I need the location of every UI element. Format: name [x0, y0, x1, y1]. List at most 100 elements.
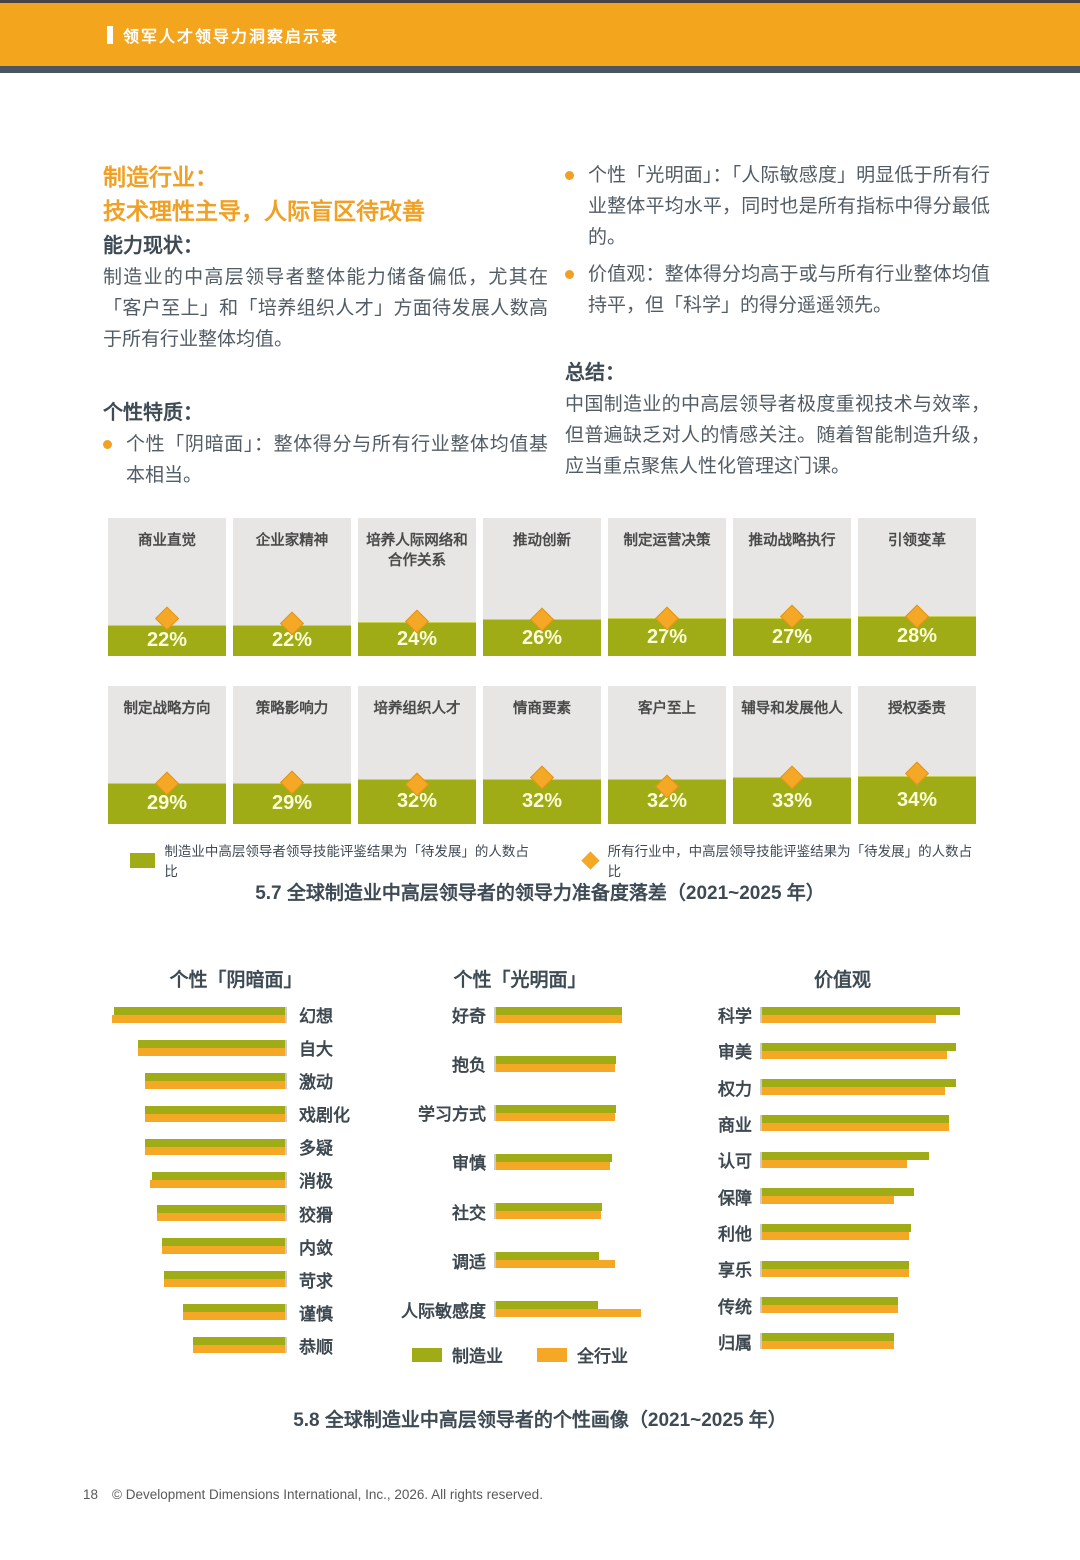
manufacturing-bar — [496, 1104, 617, 1113]
bullet-dot-icon — [565, 171, 574, 180]
legend-item-all-industry: 所有行业中，中高层领导技能评鉴结果为「待发展」的人数占比 — [581, 840, 976, 880]
all-industry-bar — [496, 1211, 601, 1220]
bar-pair — [760, 1006, 985, 1023]
bar-row: 自大 — [112, 1035, 360, 1060]
bullet-text: 个性「阴暗面」：整体得分与所有行业整体均值基本相当。 — [126, 434, 548, 486]
category-label: 狡猾 — [299, 1205, 333, 1225]
legend-item-manufacturing: 制造业 — [412, 1342, 503, 1367]
orange-diamond-icon — [581, 850, 600, 870]
percentage-value: 22% — [146, 629, 188, 652]
manufacturing-bar — [762, 1151, 930, 1160]
bullet-dot-icon — [103, 440, 112, 449]
bullet-item: 价值观：整体得分均高于或与所有行业整体均值持平，但「科学」的得分遥遥领先。 — [565, 259, 990, 321]
legend-label: 所有行业中，中高层领导技能评鉴结果为「待发展」的人数占比 — [607, 844, 973, 879]
legend-item-all-industry: 全行业 — [537, 1342, 628, 1367]
percentage-value: 28% — [896, 625, 938, 648]
header-divider — [0, 66, 1080, 73]
manufacturing-bar — [144, 1105, 285, 1114]
orange-square-icon — [537, 1347, 567, 1362]
competency-label: 培养人际网络和合作关系 — [366, 533, 468, 569]
figure-5-7-caption: 5.7 全球制造业中高层领导者的领导力准备度落差（2021~2025 年） — [255, 883, 825, 904]
readiness-card: 培养人际网络和合作关系 24% — [358, 518, 476, 656]
bar-row: 利他 — [700, 1220, 985, 1245]
competency-label: 授权委责 — [888, 701, 946, 717]
all-industry-bar — [156, 1213, 285, 1222]
readiness-card: 推动创新 26% — [483, 518, 601, 656]
manufacturing-bar — [496, 1153, 612, 1162]
bar-row: 谨慎 — [112, 1300, 360, 1325]
category-label: 恭顺 — [299, 1337, 333, 1357]
all-industry-bar — [496, 1309, 641, 1318]
bullet-text: 价值观：整体得分均高于或与所有行业整体均值持平，但「科学」的得分遥遥领先。 — [588, 264, 990, 316]
readiness-legend: 制造业中高层领导者领导技能评鉴结果为「待发展」的人数占比 所有行业中，中高层领导… — [108, 840, 976, 880]
manufacturing-bar — [151, 1171, 285, 1180]
manufacturing-bar — [113, 1006, 285, 1015]
manufacturing-bar — [144, 1138, 285, 1147]
page-number: 18 — [83, 1487, 99, 1502]
readiness-card: 培养组织人才 32% — [358, 686, 476, 824]
category-label: 人际敏感度 — [401, 1301, 486, 1321]
bar-row: 社交 — [390, 1199, 650, 1224]
bar-pair — [494, 1104, 650, 1121]
bar-pair — [760, 1188, 985, 1205]
category-label: 戏剧化 — [299, 1106, 350, 1126]
intro-right-column: 个性「光明面」：「人际敏感度」明显低于所有行业整体平均水平，同时也是所有指标中得… — [565, 160, 990, 482]
header-tick-icon — [107, 25, 113, 44]
bar-row: 幻想 — [112, 1002, 360, 1027]
all-industry-bar — [496, 1161, 610, 1170]
bar-row: 人际敏感度 — [390, 1297, 650, 1322]
readiness-card: 客户至上 32% — [608, 686, 726, 824]
competency-label: 引领变革 — [888, 533, 946, 549]
all-industry-bar — [762, 1268, 910, 1277]
competency-label: 推动战略执行 — [748, 533, 836, 549]
bar-row: 保障 — [700, 1184, 985, 1209]
readiness-card: 授权委责 34% — [858, 686, 976, 824]
category-label: 审慎 — [452, 1154, 486, 1174]
values-chart-title: 价值观 — [813, 970, 871, 991]
all-industry-bar — [762, 1014, 936, 1023]
percentage-value: 32% — [396, 790, 438, 813]
bar-pair — [760, 1079, 985, 1096]
competency-label: 制定运营决策 — [623, 533, 711, 549]
figure-5-8-caption: 5.8 全球制造业中高层领导者的个性画像（2021~2025 年） — [293, 1410, 787, 1431]
bar-row: 认可 — [700, 1147, 985, 1172]
competency-label: 情商要素 — [513, 701, 571, 717]
bar-row: 权力 — [700, 1075, 985, 1100]
all-industry-bar — [496, 1014, 623, 1023]
readiness-card: 商业直觉 22% — [108, 518, 226, 656]
percentage-value: 27% — [771, 625, 813, 648]
competency-label: 企业家精神 — [255, 533, 329, 549]
all-industry-bar — [496, 1112, 615, 1121]
manufacturing-bar: 27% — [733, 617, 851, 656]
all-industry-bar — [762, 1305, 899, 1314]
bar-pair — [760, 1297, 985, 1314]
readiness-card: 引领变革 28% — [858, 518, 976, 656]
category-label: 认可 — [718, 1152, 752, 1172]
all-industry-bar — [762, 1159, 907, 1168]
all-industry-bar — [762, 1196, 894, 1205]
bar-pair — [494, 1301, 650, 1318]
bar-row: 享乐 — [700, 1256, 985, 1281]
bar-pair — [760, 1224, 985, 1241]
readiness-card: 辅导和发展他人 33% — [733, 686, 851, 824]
all-industry-bar — [150, 1179, 285, 1188]
manufacturing-bar — [496, 1252, 600, 1261]
bar-pair — [112, 1171, 287, 1188]
percentage-value: 32% — [521, 790, 563, 813]
header-title: 领军人才领导力洞察启示录 — [123, 28, 340, 46]
bar-pair — [760, 1151, 985, 1168]
competency-label: 策略影响力 — [255, 701, 329, 717]
bar-pair — [760, 1333, 985, 1350]
bar-row: 好奇 — [390, 1002, 650, 1027]
bar-pair — [112, 1337, 287, 1354]
summary-title: 总结： — [565, 362, 625, 384]
bar-pair — [112, 1072, 287, 1089]
bar-pair — [494, 1203, 650, 1220]
personality-legend: 制造业 全行业 — [390, 1342, 650, 1367]
bar-pair — [760, 1115, 985, 1132]
readiness-row: 制定战略方向 29% 策略影响力 29% 培养组织人才 32% 情商要素 32% 客户至上 32%… — [108, 686, 976, 824]
manufacturing-bar — [762, 1297, 899, 1306]
bar-row: 学习方式 — [390, 1100, 650, 1125]
